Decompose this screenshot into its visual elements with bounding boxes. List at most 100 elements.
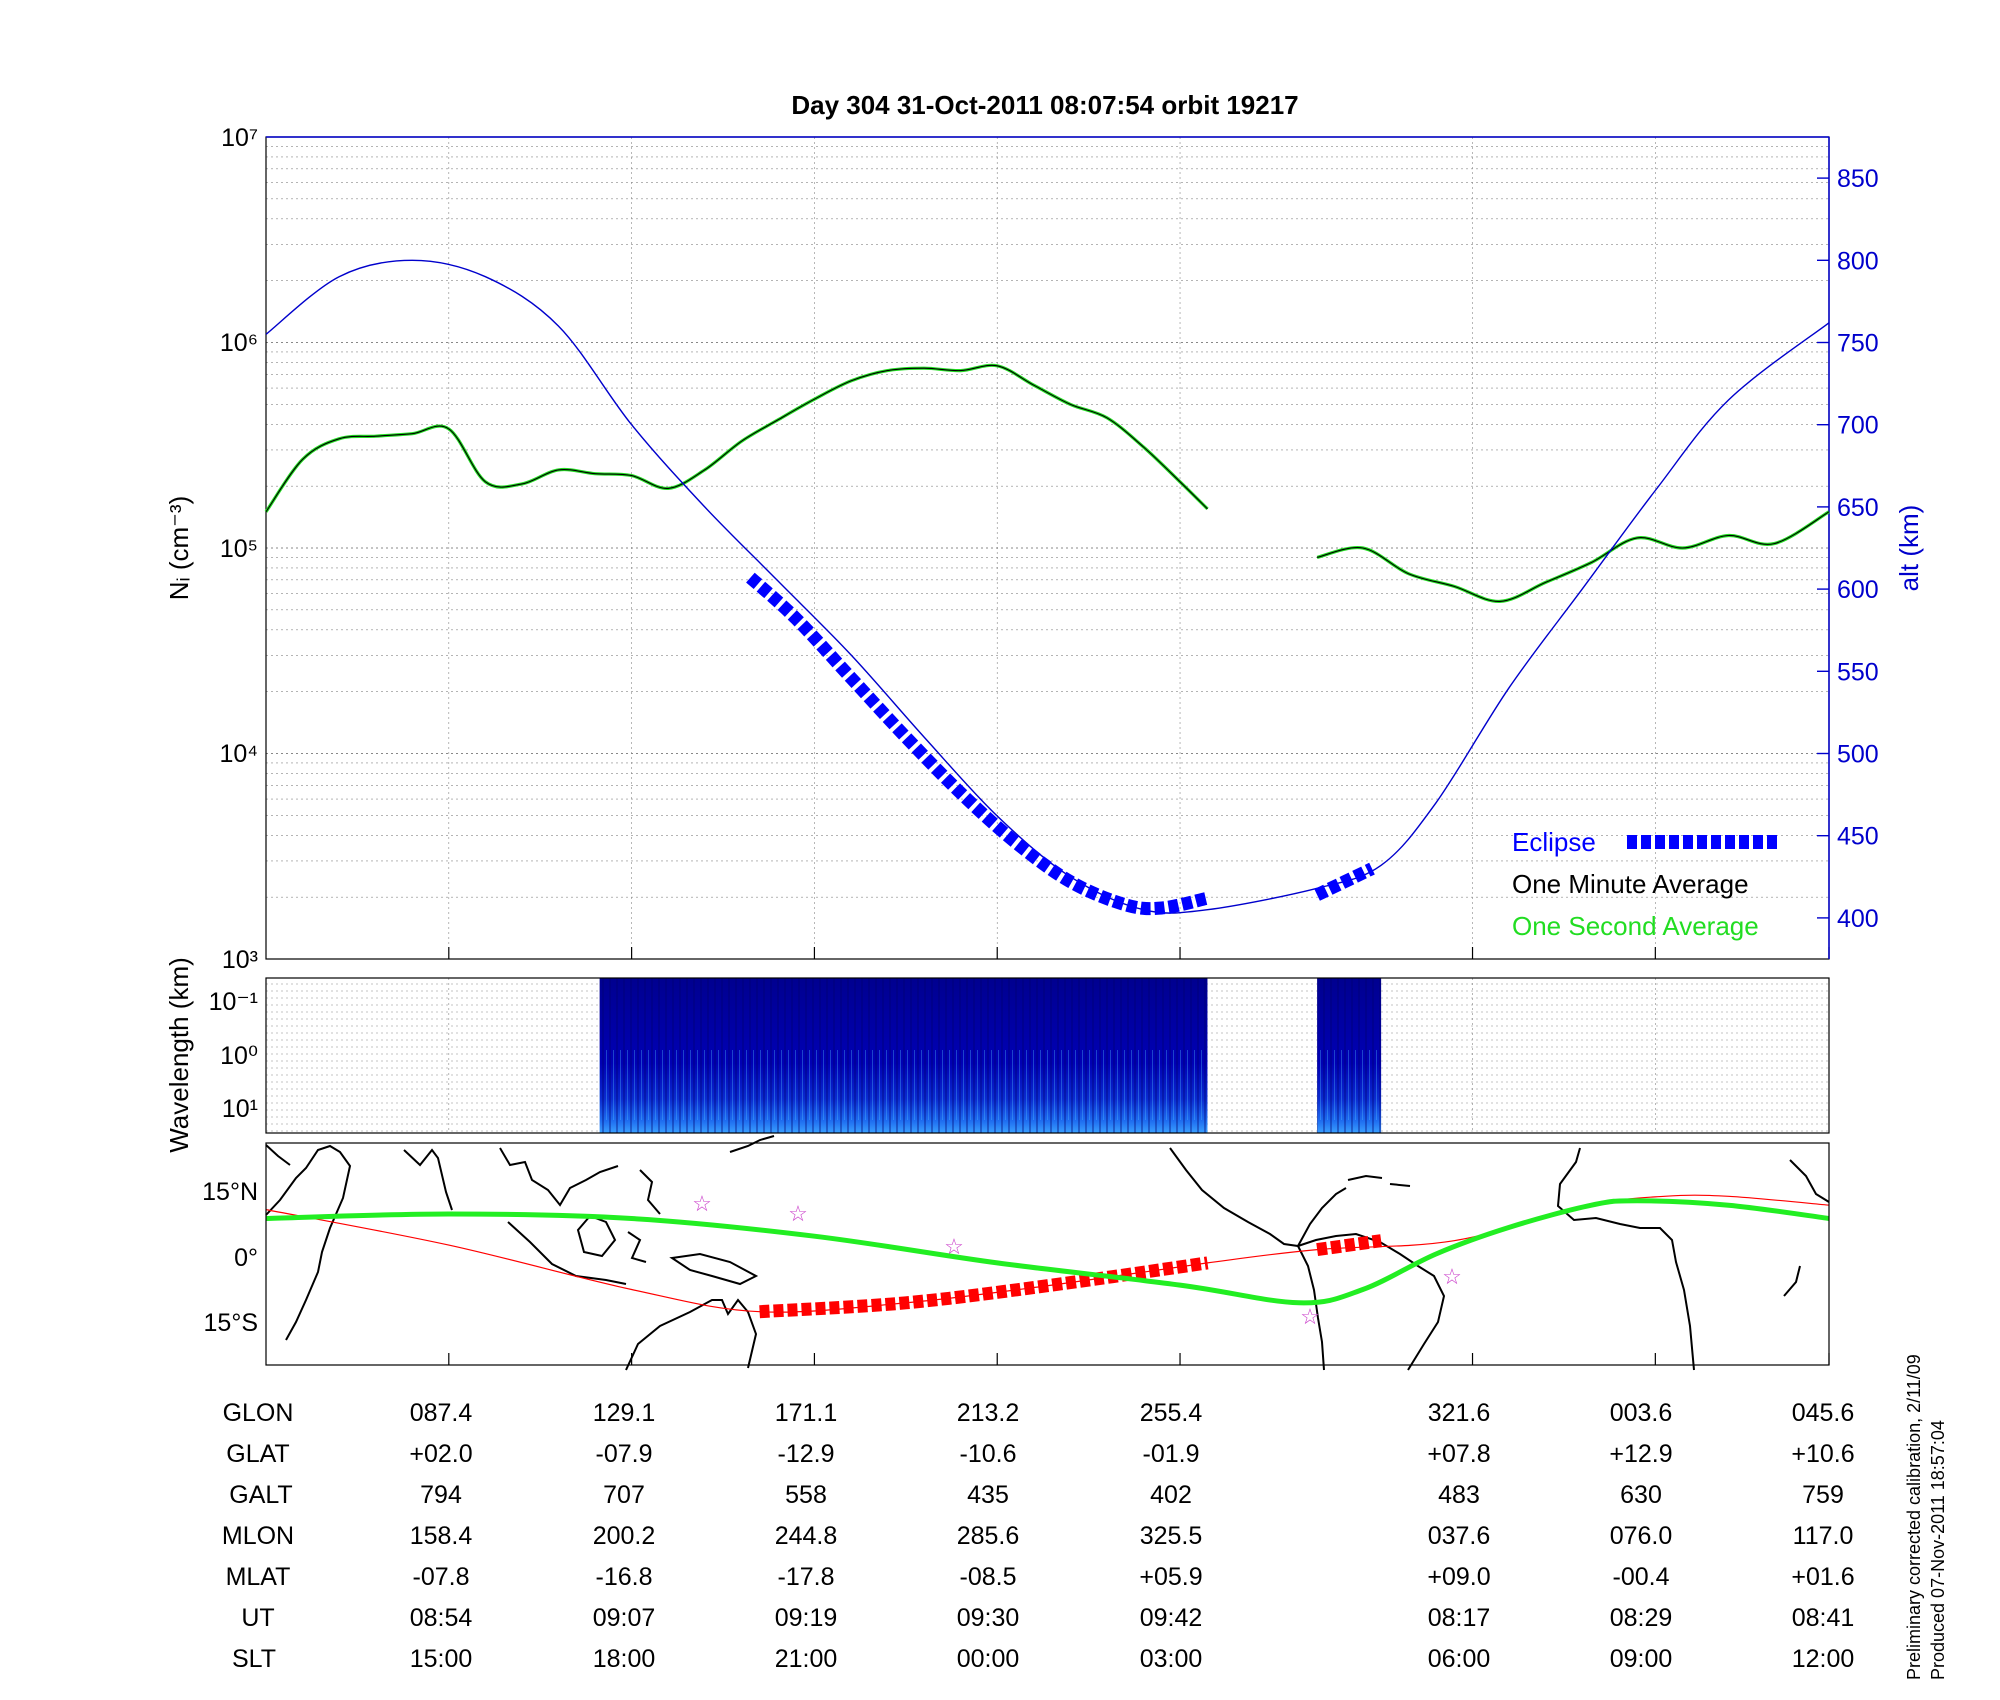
spec-y-tick: 10⁰ xyxy=(220,1042,258,1070)
table-cell: 09:30 xyxy=(957,1604,1020,1632)
legend-eclipse: Eclipse xyxy=(1512,827,1596,857)
footnote-calibration: Preliminary corrected calibration, 2/11/… xyxy=(1904,1354,1924,1680)
coastline-sulawesi xyxy=(627,1231,647,1263)
coastline-new-guinea xyxy=(669,1252,759,1286)
table-cell: -00.4 xyxy=(1613,1563,1670,1591)
ephemeris-table: GLON GLAT GALT MLON MLAT UT SLT 087.4 +02… xyxy=(222,1399,1855,1673)
table-cell: -01.9 xyxy=(1143,1440,1200,1468)
table-cell: -16.8 xyxy=(596,1563,653,1591)
table-cell: 129.1 xyxy=(593,1399,656,1427)
table-cell: +02.0 xyxy=(409,1440,472,1468)
table-cell: -08.5 xyxy=(960,1563,1017,1591)
table-cell: 213.2 xyxy=(957,1399,1020,1427)
coastline-borneo xyxy=(576,1214,617,1258)
table-cell: 003.6 xyxy=(1610,1399,1673,1427)
spec-y-tick: 10¹ xyxy=(222,1095,258,1123)
y-tick-label: 10⁴ xyxy=(219,740,258,768)
eclipse-line xyxy=(1314,862,1375,901)
table-cell: 09:00 xyxy=(1610,1645,1673,1673)
y-tick-label: 10⁵ xyxy=(220,535,258,563)
row-label-glat: GLAT xyxy=(226,1440,289,1468)
map-series xyxy=(265,1194,1830,1319)
table-cell: 321.6 xyxy=(1428,1399,1491,1427)
spectrogram-texture xyxy=(599,978,1208,1133)
row-label-mlat: MLAT xyxy=(226,1563,291,1591)
table-cell: +10.6 xyxy=(1791,1440,1854,1468)
spectrogram-panel: 10⁻¹ 10⁰ 10¹ Wavelength (km) xyxy=(164,957,1830,1153)
footnote-produced: Produced 07-Nov-2011 18:57:04 xyxy=(1928,1420,1948,1680)
table-cell: 255.4 xyxy=(1140,1399,1203,1427)
table-cell: -07.8 xyxy=(413,1563,470,1591)
spectrogram-frame xyxy=(265,977,1830,1134)
table-cell: 794 xyxy=(420,1481,462,1509)
coastline-africa xyxy=(265,1144,352,1341)
eclipse-track xyxy=(759,1256,1209,1319)
density-x-ticks xyxy=(448,947,1830,959)
table-row-labels: GLON GLAT GALT MLON MLAT UT SLT xyxy=(222,1399,294,1673)
coastline-india xyxy=(403,1148,453,1211)
table-cell: 037.6 xyxy=(1428,1522,1491,1550)
table-cell: 09:07 xyxy=(593,1604,656,1632)
table-cell: 08:29 xyxy=(1610,1604,1673,1632)
table-cell: +09.0 xyxy=(1427,1563,1490,1591)
coastline-east-africa xyxy=(1783,1159,1830,1297)
alt-tick-label: 750 xyxy=(1837,330,1879,358)
row-label-galt: GALT xyxy=(229,1481,292,1509)
coastline-caribbean xyxy=(1347,1174,1411,1187)
alt-tick-label: 850 xyxy=(1837,165,1879,193)
table-cell: -10.6 xyxy=(960,1440,1017,1468)
table-cell: 18:00 xyxy=(593,1645,656,1673)
table-cell: 200.2 xyxy=(593,1522,656,1550)
table-cell: 045.6 xyxy=(1792,1399,1855,1427)
table-cell: -17.8 xyxy=(778,1563,835,1591)
alt-tick-label: 450 xyxy=(1837,823,1879,851)
map-y-tick: 15°N xyxy=(202,1178,258,1206)
row-label-glon: GLON xyxy=(223,1399,294,1427)
altitude-line xyxy=(265,259,1830,914)
star-icon: ☆ xyxy=(692,1191,712,1216)
legend-one-minute: One Minute Average xyxy=(1512,869,1749,899)
table-cell: 171.1 xyxy=(775,1399,838,1427)
table-cell: -12.9 xyxy=(778,1440,835,1468)
table-cell: 325.5 xyxy=(1140,1522,1203,1550)
table-cell: 08:54 xyxy=(410,1604,473,1632)
one-minute-line xyxy=(1316,511,1830,602)
alt-tick-label: 600 xyxy=(1837,576,1879,604)
coastline-sumatra-java xyxy=(507,1221,627,1285)
density-y-ticks: 10³ 10⁴ 10⁵ 10⁶ 10⁷ xyxy=(219,124,258,974)
alt-tick-label: 500 xyxy=(1837,741,1879,769)
alt-tick-label: 550 xyxy=(1837,658,1879,686)
table-cell: 06:00 xyxy=(1428,1645,1491,1673)
density-grid xyxy=(266,137,1830,960)
row-label-slt: SLT xyxy=(232,1645,276,1673)
legend-one-second: One Second Average xyxy=(1512,911,1759,941)
y-tick-label: 10⁷ xyxy=(221,124,258,152)
orbit-track-line xyxy=(265,1194,1830,1313)
coastline-arabia xyxy=(265,1144,291,1166)
alt-tick-label: 400 xyxy=(1837,905,1879,933)
eclipse-track xyxy=(1316,1234,1383,1256)
spec-y-tick: 10⁻¹ xyxy=(209,988,258,1016)
map-panel: ☆ ☆ ☆ ☆ ☆ 15°N 0° 15°S xyxy=(202,1135,1830,1371)
table-cell: 630 xyxy=(1620,1481,1662,1509)
coastline-west-africa xyxy=(1556,1147,1695,1371)
alt-tick-label: 700 xyxy=(1837,412,1879,440)
alt-tick-label: 800 xyxy=(1837,247,1879,275)
table-cell: +12.9 xyxy=(1609,1440,1672,1468)
table-cell: 09:19 xyxy=(775,1604,838,1632)
coastline-southeast-asia xyxy=(499,1147,619,1207)
star-icon: ☆ xyxy=(788,1201,808,1226)
map-x-ticks xyxy=(448,1353,1830,1365)
table-cell: 158.4 xyxy=(410,1522,473,1550)
event-stars: ☆ ☆ ☆ ☆ ☆ xyxy=(692,1191,1462,1329)
eclipse-line xyxy=(746,572,1209,916)
y-tick-label: 10⁶ xyxy=(220,329,258,357)
legend: Eclipse One Minute Average One Second Av… xyxy=(1512,827,1778,941)
table-cell: 117.0 xyxy=(1793,1522,1854,1550)
star-icon: ☆ xyxy=(1300,1304,1320,1329)
table-cell: 08:17 xyxy=(1428,1604,1491,1632)
table-cell: +05.9 xyxy=(1139,1563,1202,1591)
table-cell: 483 xyxy=(1438,1481,1480,1509)
table-cells: 087.4 +02.0 794 158.4 -07.8 08:54 15:00 129.1 -0… xyxy=(409,1399,1854,1673)
alt-tick-label: 650 xyxy=(1837,494,1879,522)
